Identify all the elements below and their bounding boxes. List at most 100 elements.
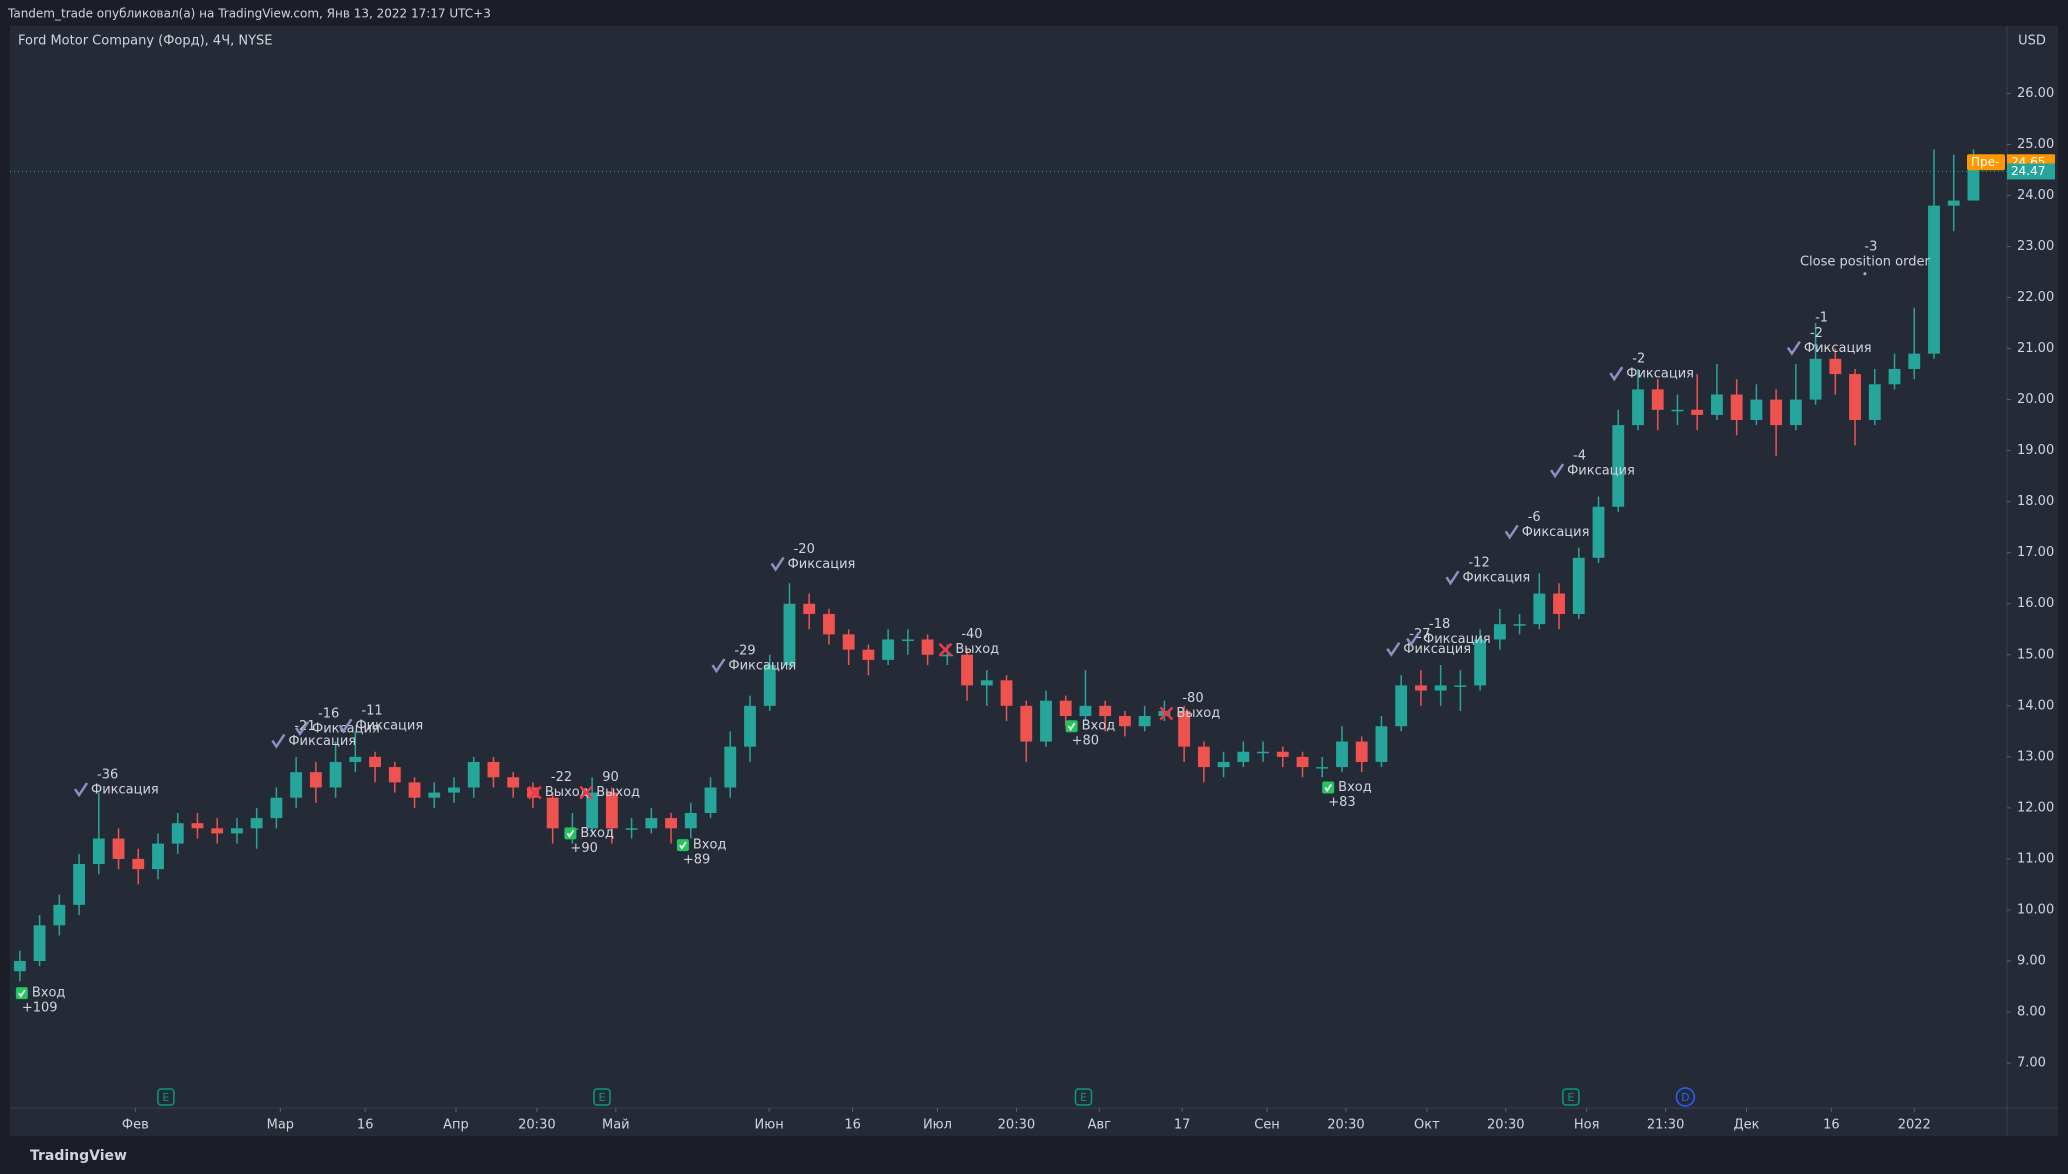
candle-body [408, 782, 421, 798]
candle-body [487, 761, 500, 778]
signal-label: Вход [1082, 719, 1116, 734]
y-tick-label: 17.00 [2017, 545, 2054, 560]
candle-body [112, 838, 125, 859]
y-tick-label: 16.00 [2017, 596, 2054, 611]
event-label: E [1567, 1091, 1574, 1104]
candle-body [250, 818, 263, 829]
x-tick-label: 17 [1174, 1118, 1191, 1133]
x-tick-label: 16 [844, 1118, 861, 1133]
signal-label: Фиксация [288, 734, 356, 749]
x-tick-label: Авг [1088, 1118, 1112, 1133]
signal-label: Фиксация [1423, 632, 1491, 647]
candle-body [1276, 751, 1289, 757]
candle-body [1217, 761, 1230, 768]
signal-label: Фиксация [1626, 367, 1694, 382]
x-tick-label: Май [602, 1118, 630, 1133]
signal-label: Фиксация [1403, 642, 1471, 657]
candle-body [1040, 700, 1052, 742]
candle-body [1809, 358, 1822, 400]
y-tick-label: 25.00 [2017, 137, 2054, 152]
candle-body [1730, 394, 1743, 421]
candle-body [527, 787, 539, 798]
fix-marker [1609, 366, 1624, 382]
y-tick-label: 8.00 [2017, 1005, 2046, 1020]
candle-body [191, 823, 204, 829]
y-tick-label: 23.00 [2017, 239, 2054, 254]
candle-body [744, 705, 756, 747]
signal-qty: -22 [551, 770, 572, 785]
candle-body [625, 828, 638, 830]
candle-body [1020, 705, 1033, 742]
candle-body [1750, 399, 1763, 421]
signal-qty: -12 [1468, 556, 1489, 571]
candle-body [1434, 685, 1447, 691]
candle-body [783, 603, 796, 665]
y-tick-label: 22.00 [2017, 290, 2054, 305]
candle-body [1178, 710, 1191, 747]
chart-title: Ford Motor Company (Форд), 4Ч, NYSE [18, 34, 273, 49]
y-tick-label: 20.00 [2017, 392, 2054, 407]
fix-marker [1386, 641, 1401, 657]
candle-body [1868, 384, 1881, 421]
event-marker [1675, 1087, 1696, 1107]
candle-body [546, 797, 559, 829]
candle-body [645, 818, 658, 829]
signal-label: Фиксация [1567, 464, 1635, 479]
price-tag-name-box [1967, 154, 2005, 171]
exit-marker [579, 785, 594, 800]
candle-body [1000, 680, 1013, 706]
entry-check [679, 841, 687, 850]
entry-check [18, 989, 26, 998]
candle-body [605, 792, 618, 829]
candle-body [231, 828, 243, 834]
candle-body [1395, 685, 1408, 727]
signal-qty: -3 [1864, 239, 1877, 254]
candle-body [73, 864, 85, 905]
candle-body [13, 961, 26, 972]
x-tick-label: 2022 [1898, 1118, 1931, 1133]
candle-body [862, 649, 875, 660]
signal-qty: -6 [1528, 510, 1541, 525]
candle-body [211, 828, 224, 834]
candle-body [152, 843, 164, 870]
plot-background [10, 26, 2058, 1136]
candle-body [33, 925, 46, 962]
candle-body [1415, 685, 1427, 691]
candle-body [1829, 358, 1842, 375]
candle-body [1928, 205, 1940, 354]
fix-marker [1786, 340, 1801, 356]
signal-anchor [1814, 343, 1818, 347]
signal-label: Выход [955, 642, 999, 657]
candle-body [1158, 710, 1171, 717]
candle-body [1513, 624, 1526, 626]
candle-body [448, 787, 460, 793]
candle-body [941, 654, 954, 657]
signal-qty: -4 [1573, 449, 1586, 464]
signal-qty: -2 [1810, 326, 1823, 341]
exit-marker [938, 642, 953, 657]
candle-body [1612, 425, 1625, 507]
candle-body [665, 818, 677, 829]
signal-qty: -2 [1632, 352, 1645, 367]
signal-qty: -80 [1182, 691, 1203, 706]
signal-label: Выход [596, 785, 640, 800]
x-tick-label: Сен [1254, 1118, 1280, 1133]
x-tick-label: Июн [755, 1118, 784, 1133]
y-tick-label: 12.00 [2017, 800, 2054, 815]
signal-qty: +83 [1328, 795, 1355, 810]
candle-body [1119, 716, 1131, 727]
event-marker [1562, 1088, 1580, 1106]
signal-qty: +80 [1072, 734, 1099, 749]
candle-body [1553, 593, 1565, 614]
x-tick-label: 20:30 [1487, 1118, 1524, 1133]
x-tick-label: Апр [443, 1118, 469, 1133]
signal-label: Вход [693, 838, 727, 853]
candle-body [132, 858, 145, 870]
currency: USD [2018, 34, 2046, 49]
candle-body [882, 639, 895, 660]
entry-check [1067, 722, 1076, 731]
candle-body [349, 756, 362, 762]
signal-qty: +90 [570, 841, 597, 856]
exit-marker [1159, 706, 1174, 721]
candle-body [369, 756, 381, 768]
